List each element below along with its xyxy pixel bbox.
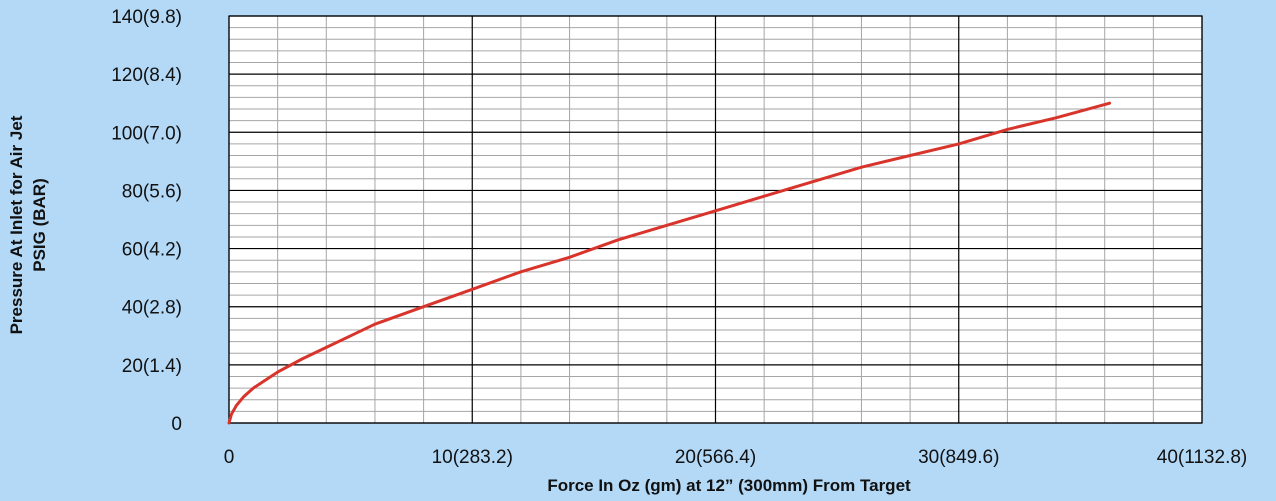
y-tick-label: 100(7.0) [111,123,182,144]
series-layer [227,101,1112,425]
x-tick-label: 40(1132.8) [1157,447,1248,468]
y-tick-label: 120(8.4) [111,65,182,86]
x-tick-label: 10(283.2) [432,447,513,468]
y-axis-title-line2: PSIG (BAR) [30,178,49,272]
x-tick-labels: 0 10(283.2) 20(566.4) 30(849.6) 40(1132.8) [224,447,1248,468]
y-tick-label: 0 [171,414,182,435]
x-tick-label: 30(849.6) [918,447,999,468]
series-line [227,101,1112,425]
y-tick-labels: 0 20(1.4) 40(2.8) 60(4.2) 80(5.6) 100(7.0) 120… [111,7,182,435]
x-tick-label: 20(566.4) [675,447,756,468]
y-tick-label: 20(1.4) [122,356,182,377]
y-axis-title-line1: Pressure At Inlet for Air Jet [7,115,26,334]
y-tick-label: 60(4.2) [122,240,182,261]
x-axis-title: Force In Oz (gm) at 12” (300mm) From Tar… [547,476,911,495]
x-tick-label: 0 [224,447,235,468]
y-tick-label: 140(9.8) [111,7,182,28]
y-tick-label: 40(2.8) [122,298,182,319]
y-tick-label: 80(5.6) [122,181,182,202]
plot-border [228,15,1203,424]
